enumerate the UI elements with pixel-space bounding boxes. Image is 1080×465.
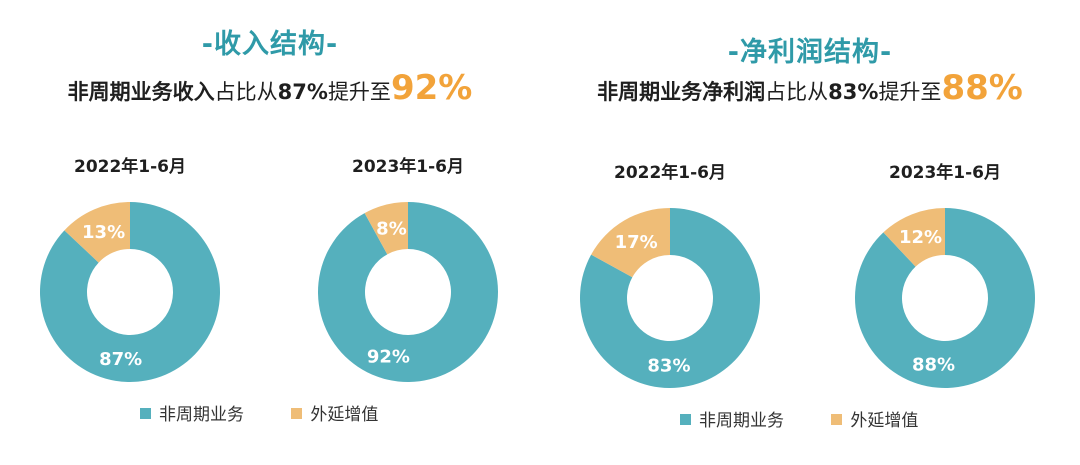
- donut-value-label: 87%: [99, 349, 142, 370]
- revenue-structure-title: -收入结构-: [201, 29, 339, 60]
- legend: 非周期业务 外延增值: [680, 406, 960, 431]
- legend: 非周期业务 外延增值: [140, 400, 420, 425]
- donut-slice-ext: [64, 202, 130, 263]
- chart-period-label: 2023年1-6月: [351, 157, 465, 177]
- donut-slice-ext: [591, 208, 670, 278]
- legend-swatch-ext: [291, 407, 303, 419]
- donut-slice-ext: [883, 208, 945, 267]
- donut-value-label: 88%: [912, 355, 955, 376]
- subtitle-part-d: 提升至: [878, 80, 942, 104]
- net-profit-structure-panel: -净利润结构- 非周期业务净利润占比从83%提升至88% 2022年1-6月 8…: [540, 0, 1080, 465]
- legend-swatch-core: [140, 407, 151, 419]
- legend-item-core: 非周期业务: [140, 400, 244, 425]
- donut-svg: 88% 12%: [855, 208, 1035, 388]
- donut-svg: 83% 17%: [580, 208, 760, 388]
- donut-slice-core: [318, 202, 498, 382]
- legend-swatch-core: [680, 413, 691, 425]
- donut-value-label: 92%: [367, 347, 410, 368]
- subtitle-part-c: 83%: [828, 80, 879, 104]
- chart-period-label: 2022年1-6月: [73, 157, 187, 177]
- legend-label-ext: 外延增值: [310, 405, 379, 425]
- chart-period-label: 2023年1-6月: [888, 163, 1002, 183]
- subtitle-part-c: 87%: [277, 80, 328, 104]
- chart-period-label: 2022年1-6月: [613, 163, 727, 183]
- donut-chart-revenue-2023: 2023年1-6月 92% 8%: [278, 152, 538, 412]
- subtitle-highlight: 92%: [390, 68, 473, 108]
- donut-value-label: 17%: [615, 232, 658, 253]
- legend-swatch-ext: [831, 413, 843, 425]
- legend-label-core: 非周期业务: [699, 411, 784, 431]
- net-profit-structure-title: -净利润结构-: [727, 37, 893, 68]
- donut-svg: 87% 13%: [39, 202, 220, 382]
- legend-item-ext: 外延增值: [831, 406, 918, 431]
- donut-value-label: 83%: [647, 355, 690, 376]
- donut-chart-profit-2022: 2022年1-6月 83% 17%: [540, 158, 800, 418]
- donut-value-label: 13%: [82, 222, 125, 243]
- legend-item-core: 非周期业务: [680, 406, 784, 431]
- legend-item-ext: 外延增值: [291, 400, 378, 425]
- donut-slice-ext: [364, 202, 408, 255]
- donut-chart-revenue-2022: 2022年1-6月 87% 13%: [0, 152, 260, 412]
- donut-slice-core: [580, 208, 760, 388]
- subtitle-part-d: 提升至: [327, 80, 391, 104]
- subtitle-highlight: 88%: [941, 68, 1023, 108]
- donut-slice-core: [39, 202, 220, 382]
- revenue-structure-panel: -收入结构- 非周期业务收入占比从87%提升至92% 2022年1-6月 87%…: [0, 29, 540, 425]
- subtitle-part-a: 非周期业务收入: [67, 80, 215, 104]
- revenue-structure-subtitle: 非周期业务收入占比从87%提升至92%: [0, 68, 540, 108]
- donut-value-label: 8%: [376, 219, 407, 240]
- legend-label-core: 非周期业务: [159, 405, 244, 425]
- net-profit-structure-subtitle: 非周期业务净利润占比从83%提升至88%: [540, 68, 1080, 108]
- subtitle-part-b: 占比从: [765, 80, 829, 104]
- donut-slice-core: [855, 208, 1035, 388]
- donut-chart-profit-2023: 2023年1-6月 88% 12%: [815, 158, 1075, 418]
- donut-svg: 92% 8%: [318, 202, 498, 382]
- subtitle-part-a: 非周期业务净利润: [597, 80, 766, 104]
- subtitle-part-b: 占比从: [214, 80, 278, 104]
- legend-label-ext: 外延增值: [850, 411, 919, 431]
- donut-value-label: 12%: [899, 227, 942, 248]
